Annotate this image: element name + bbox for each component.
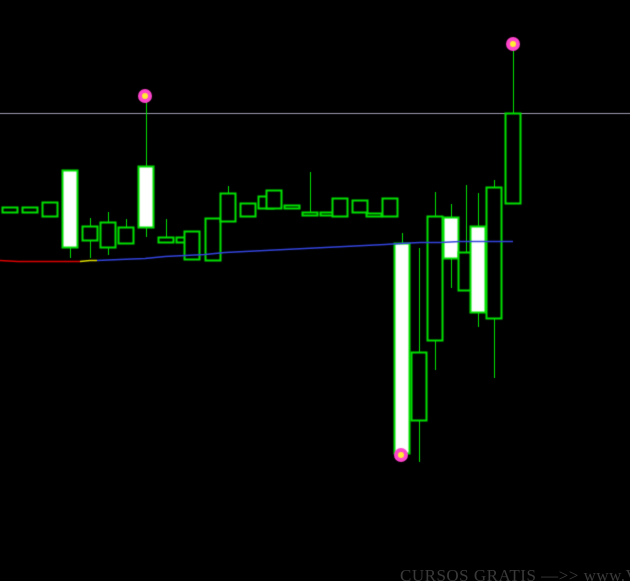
price-chart-canvas[interactable] bbox=[0, 0, 630, 581]
candlestick-chart[interactable]: CURSOS GRATIS —>> www.Vivir bbox=[0, 0, 630, 581]
